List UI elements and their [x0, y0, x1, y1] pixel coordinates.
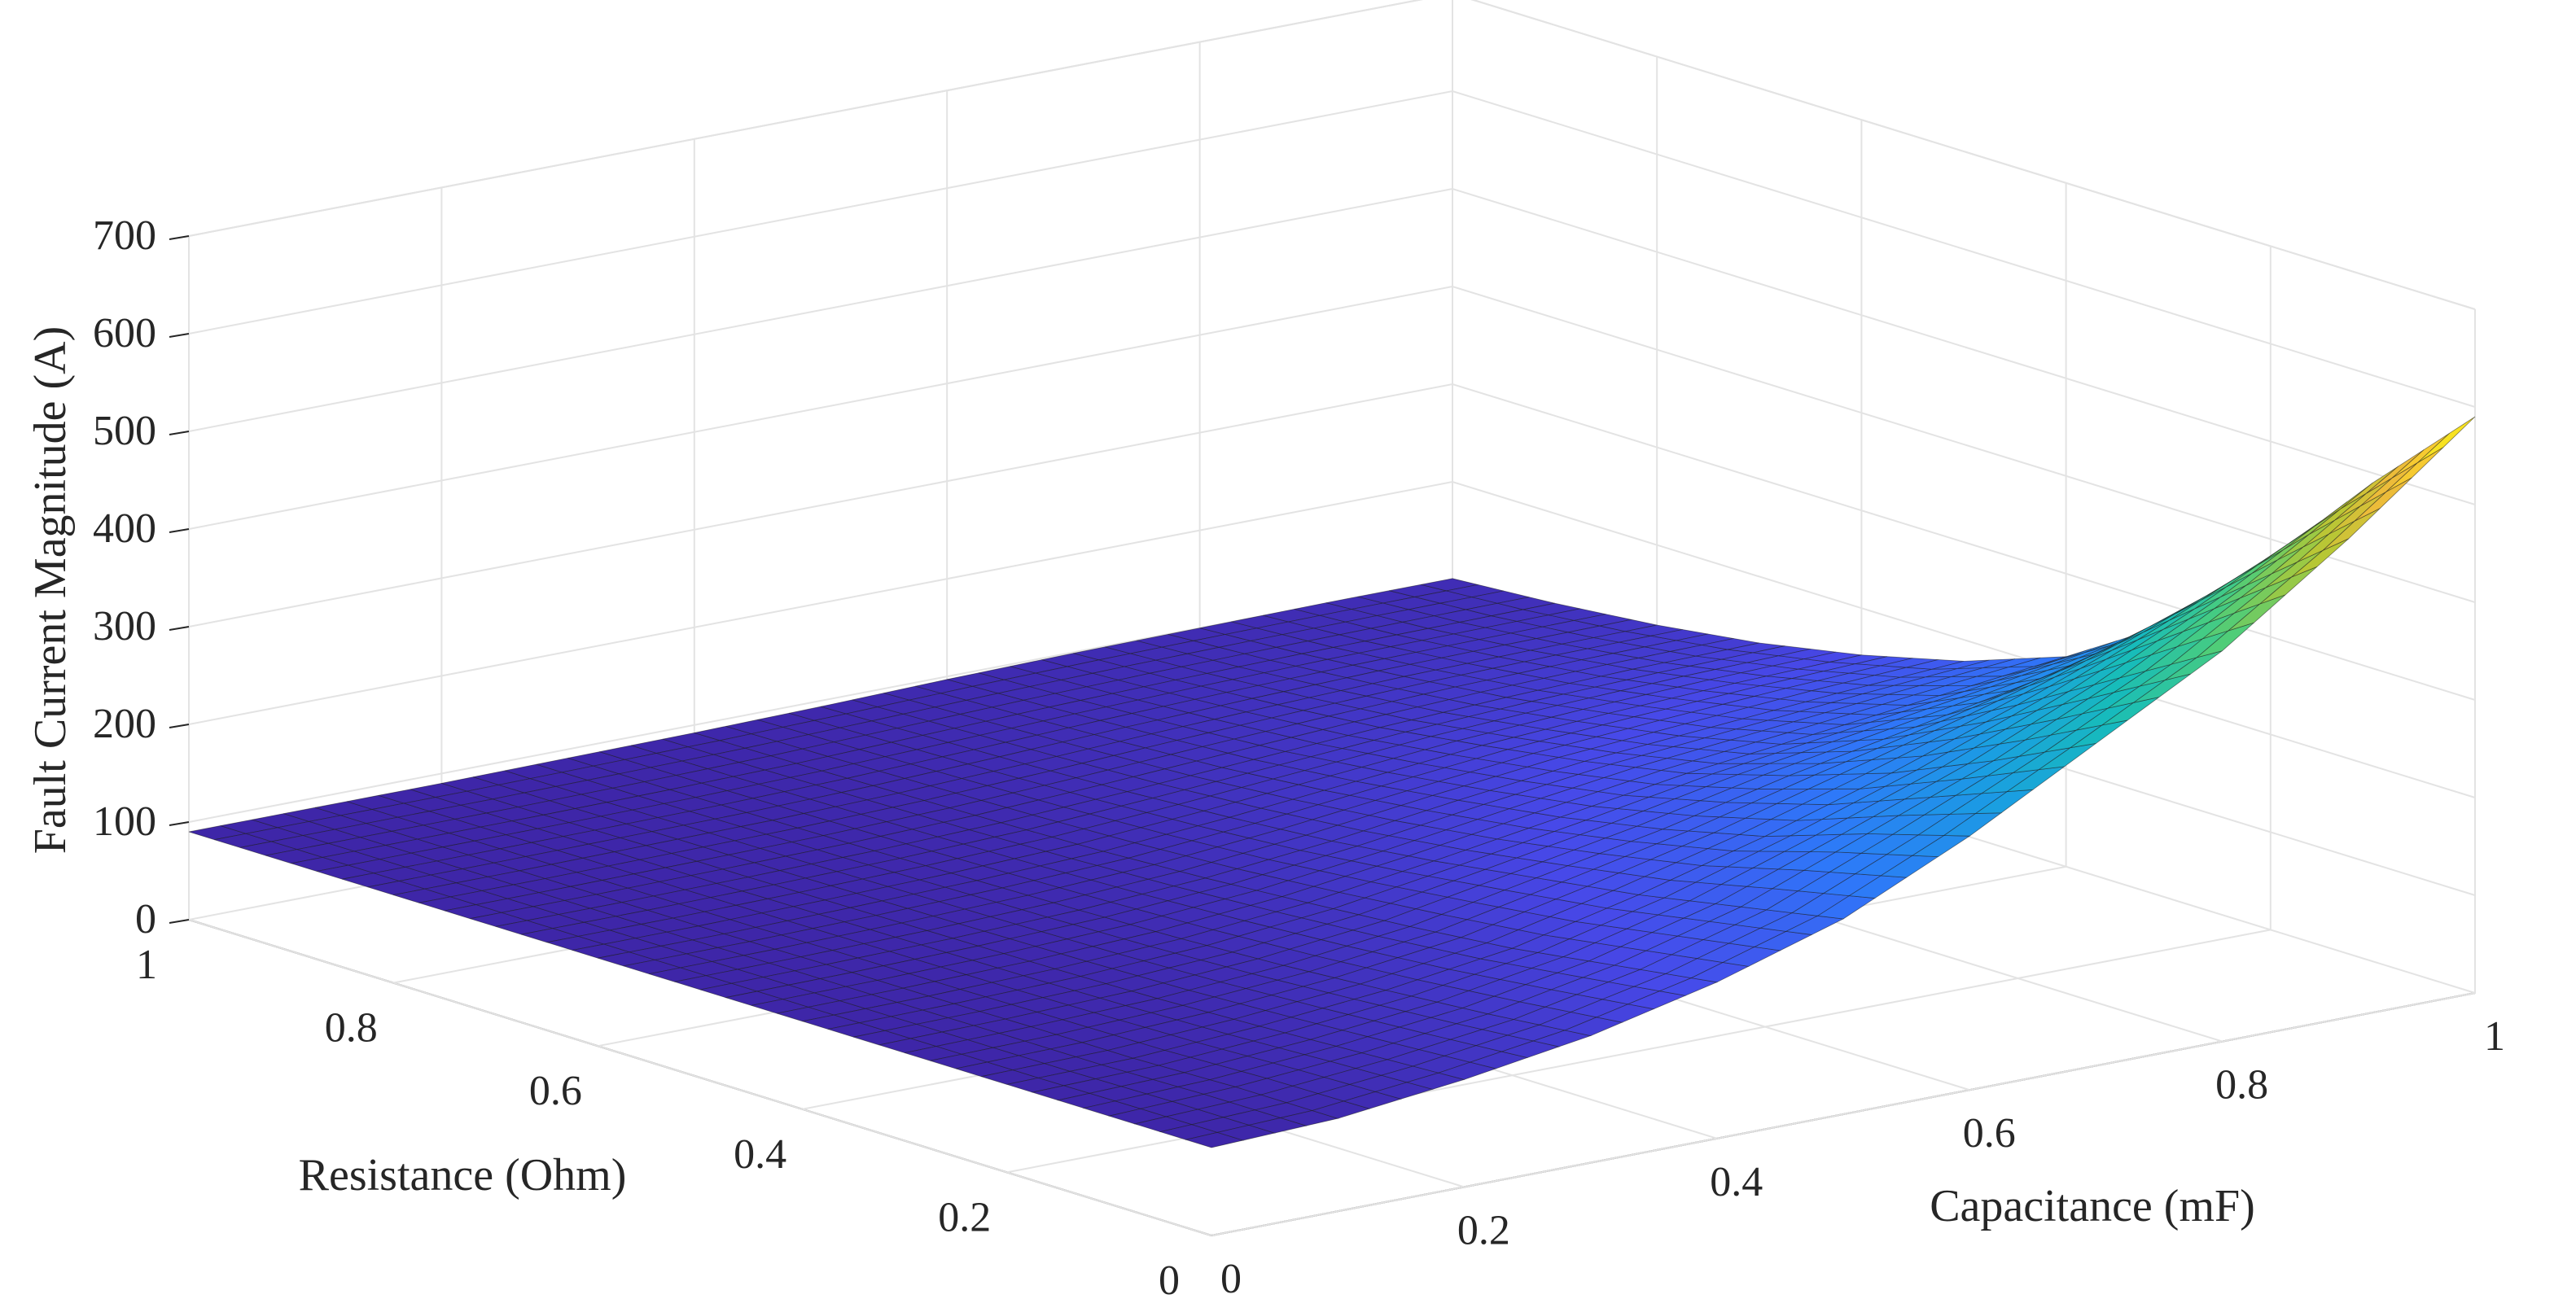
- z-tick-mark: [169, 431, 190, 435]
- x-tick-label: 0.8: [2215, 1062, 2268, 1109]
- z-axis-label: Fault Current Magnitude (A): [25, 326, 76, 855]
- z-tick-label: 0: [135, 896, 156, 942]
- z-grid-line: [188, 187, 2476, 505]
- z-tick-label: 500: [93, 408, 156, 454]
- z-grid-line: [188, 90, 2476, 408]
- back-top-edge: [1470, 0, 2476, 310]
- surface-patch: [2392, 432, 2450, 479]
- z-tick-mark: [169, 528, 190, 533]
- z-tick-mark: [169, 821, 190, 826]
- z-tick-label: 100: [93, 798, 156, 845]
- y-tick-label: 0.2: [938, 1194, 991, 1240]
- x-tick-label: 0.4: [1710, 1159, 1763, 1205]
- surface-patch: [2417, 416, 2476, 463]
- x-tick-label: 0: [1220, 1256, 1242, 1302]
- x-tick-label: 0.2: [1457, 1207, 1510, 1253]
- z-tick-label: 600: [93, 310, 156, 356]
- z-grid-line: [188, 285, 2476, 603]
- y-tick-label: 0.6: [529, 1068, 582, 1114]
- z-tick-mark: [169, 333, 190, 338]
- x-tick-label: 0.6: [1963, 1110, 2016, 1157]
- z-tick-mark: [169, 919, 190, 924]
- z-tick-mark: [169, 626, 190, 631]
- z-tick-mark: [169, 235, 190, 240]
- z-tick-label: 200: [93, 701, 156, 747]
- y-tick-label: 1: [136, 942, 157, 988]
- back-top-edge: [188, 0, 1423, 237]
- y-tick-label: 0: [1159, 1257, 1180, 1304]
- surface: [188, 416, 2476, 1148]
- y-tick-label: 0.4: [734, 1131, 786, 1178]
- z-tick-label: 400: [93, 505, 156, 552]
- x-axis-label: Capacitance (mF): [1930, 1181, 2255, 1231]
- y-grid-line: [1211, 309, 2476, 1236]
- z-grid-line: [188, 0, 2476, 310]
- z-tick-mark: [169, 724, 190, 728]
- y-grid-line: [1006, 246, 2272, 1174]
- x-tick-label: 1: [2484, 1013, 2505, 1060]
- tick-labels: 010020030040050060070000.20.40.60.8100.2…: [93, 212, 2505, 1304]
- y-tick-label: 0.8: [325, 1005, 378, 1052]
- z-tick-label: 300: [93, 603, 156, 649]
- z-tick-label: 700: [93, 212, 156, 259]
- y-axis-label: Resistance (Ohm): [299, 1150, 627, 1200]
